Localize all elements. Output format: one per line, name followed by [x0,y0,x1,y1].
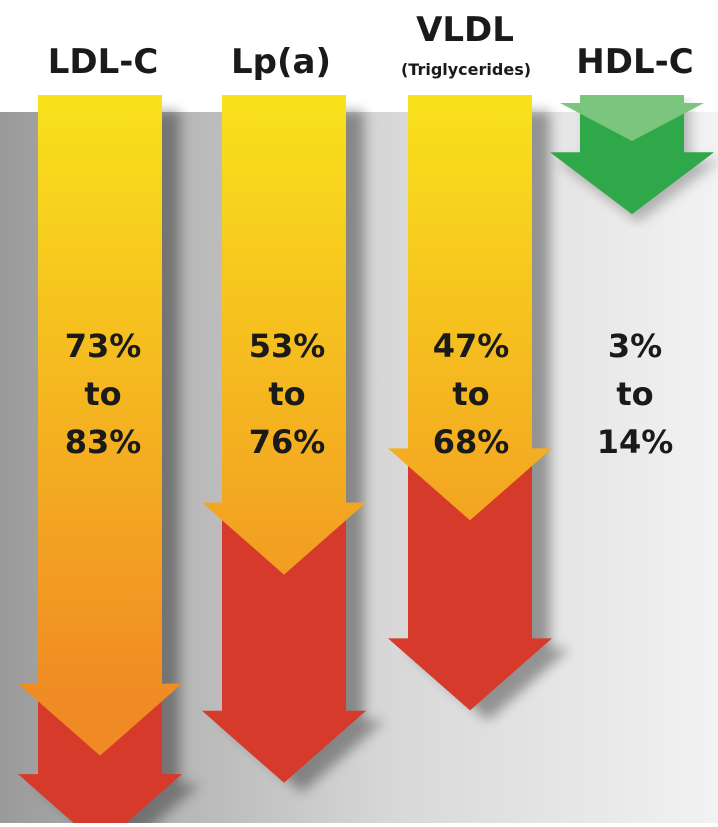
range-low-ldl: 73% [64,327,142,365]
range-high-hdl: 14% [596,423,674,461]
range-high-vldl: 68% [432,423,510,461]
category-label-vldl: VLDL [416,10,514,50]
arrow-low-ldl [18,95,182,756]
range-to-vldl: to [452,375,490,413]
range-label-lpa: 53% to 76% [212,322,362,466]
range-low-hdl: 3% [607,327,663,365]
range-label-ldl: 73% to 83% [28,322,178,466]
category-label-ldl: LDL-C [47,42,159,82]
range-low-lpa: 53% [248,327,326,365]
range-label-hdl: 3% to 14% [560,322,710,466]
range-to-lpa: to [268,375,306,413]
category-label-lpa: Lp(a) [230,42,332,82]
range-label-vldl: 47% to 68% [396,322,546,466]
range-low-vldl: 47% [432,327,510,365]
arrow-low-vldl [388,95,552,521]
range-to-ldl: to [84,375,122,413]
arrow-low-hdl [560,95,704,141]
category-label-hdl: HDL-C [576,42,694,82]
range-to-hdl: to [616,375,654,413]
range-high-lpa: 76% [248,423,326,461]
category-sublabel-vldl: (Triglycerides) [400,60,532,79]
range-high-ldl: 83% [64,423,142,461]
arrow-low-lpa [202,95,366,575]
background-top [0,0,718,112]
arrow-high-hdl [550,95,714,215]
